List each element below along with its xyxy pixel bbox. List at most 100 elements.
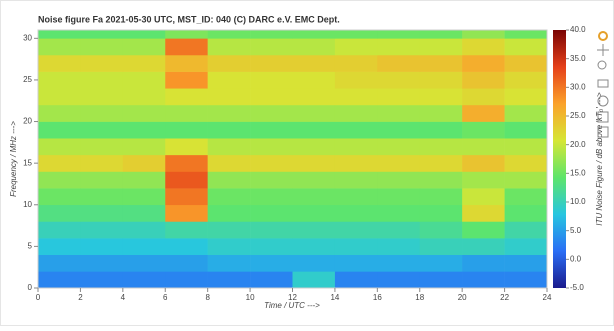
heat-cell	[38, 30, 81, 39]
y-tick-label: 0	[28, 283, 33, 292]
x-tick-label: 4	[121, 293, 126, 302]
heat-cell	[504, 271, 548, 289]
bokeh-logo[interactable]	[598, 31, 608, 41]
heat-cell	[165, 30, 208, 39]
heat-cell	[292, 30, 336, 39]
save-tool[interactable]	[597, 111, 609, 123]
heat-cell	[419, 154, 463, 172]
heat-cell	[334, 238, 378, 256]
heat-cell	[165, 154, 208, 172]
heat-cell	[250, 104, 293, 122]
heat-cell	[122, 204, 166, 222]
y-tick-label: 10	[23, 200, 32, 209]
y-tick-label: 20	[23, 117, 32, 126]
heat-cell	[292, 188, 336, 206]
x-tick-label: 22	[500, 293, 509, 302]
heat-cell	[122, 221, 166, 239]
heat-cell	[38, 204, 81, 222]
heat-cell	[80, 71, 124, 89]
chart-title: Noise figure Fa 2021-05-30 UTC, MST_ID: …	[38, 14, 340, 24]
heat-cell	[250, 54, 293, 72]
heat-cell	[462, 138, 505, 156]
zoom-tool[interactable]	[597, 60, 607, 70]
heat-cell	[504, 88, 548, 106]
heat-cell	[250, 88, 293, 106]
heat-cell	[122, 71, 166, 89]
heat-cell	[377, 254, 421, 272]
colorbar-tick-label: 15.0	[570, 168, 586, 177]
heat-cell	[80, 121, 124, 139]
heat-cell	[165, 221, 208, 239]
heat-cell	[165, 271, 208, 289]
heat-cell	[38, 121, 81, 139]
box-zoom-tool[interactable]	[597, 79, 609, 88]
heat-cell	[165, 254, 208, 272]
heat-cell	[207, 154, 251, 172]
heat-cell	[165, 171, 208, 189]
heat-cell	[419, 221, 463, 239]
heat-cell	[80, 54, 124, 72]
heat-cell	[462, 238, 505, 256]
heat-cell	[419, 30, 463, 39]
heat-cell	[377, 88, 421, 106]
heat-cell	[504, 171, 548, 189]
heat-cell	[250, 271, 293, 289]
heat-cell	[377, 121, 421, 139]
colorbar-tick-label: 25.0	[570, 111, 586, 120]
heat-cell	[419, 171, 463, 189]
x-tick-label: 18	[415, 293, 424, 302]
heat-cell	[80, 221, 124, 239]
x-tick-label: 20	[458, 293, 467, 302]
heat-cell	[122, 154, 166, 172]
heat-cell	[250, 138, 293, 156]
heat-cell	[207, 171, 251, 189]
heat-cell	[462, 38, 505, 56]
heat-cell	[419, 138, 463, 156]
heat-cell	[462, 54, 505, 72]
heat-cell	[504, 38, 548, 56]
heat-cell	[207, 88, 251, 106]
heat-cell	[292, 54, 336, 72]
heat-cell	[165, 188, 208, 206]
heat-cell	[377, 171, 421, 189]
heat-cell	[462, 154, 505, 172]
heat-cell	[80, 238, 124, 256]
colorbar-tick-label: 20.0	[570, 140, 586, 149]
heat-cell	[38, 171, 81, 189]
heat-cell	[38, 54, 81, 72]
heat-cell	[165, 104, 208, 122]
heat-cell	[207, 138, 251, 156]
heat-cell	[80, 30, 124, 39]
hover-tool[interactable]	[597, 126, 609, 138]
heat-cell	[80, 188, 124, 206]
heat-cell	[80, 171, 124, 189]
colorbar	[553, 30, 566, 288]
heat-cell	[419, 121, 463, 139]
y-tick-label: 30	[23, 33, 32, 42]
heat-cell	[38, 138, 81, 156]
x-tick-label: 14	[330, 293, 339, 302]
heat-cell	[250, 238, 293, 256]
heat-cell	[292, 238, 336, 256]
heat-cell	[377, 154, 421, 172]
colorbar-tick-label: 5.0	[570, 226, 582, 235]
heat-cell	[292, 154, 336, 172]
y-tick-label: 15	[23, 158, 32, 167]
heat-cell	[334, 71, 378, 89]
heat-cell	[38, 221, 81, 239]
heat-cell	[38, 88, 81, 106]
heat-cell	[462, 88, 505, 106]
heat-cell	[504, 254, 548, 272]
heat-cell	[250, 30, 293, 39]
reset-tool[interactable]	[597, 95, 609, 107]
heat-cell	[292, 38, 336, 56]
heat-cell	[38, 71, 81, 89]
pan-tool[interactable]	[597, 44, 609, 56]
heat-cell	[504, 121, 548, 139]
heat-cell	[292, 104, 336, 122]
heat-cell	[462, 204, 505, 222]
heat-cell	[377, 30, 421, 39]
heat-cell	[462, 271, 505, 289]
heat-cell	[80, 88, 124, 106]
heat-cell	[207, 71, 251, 89]
